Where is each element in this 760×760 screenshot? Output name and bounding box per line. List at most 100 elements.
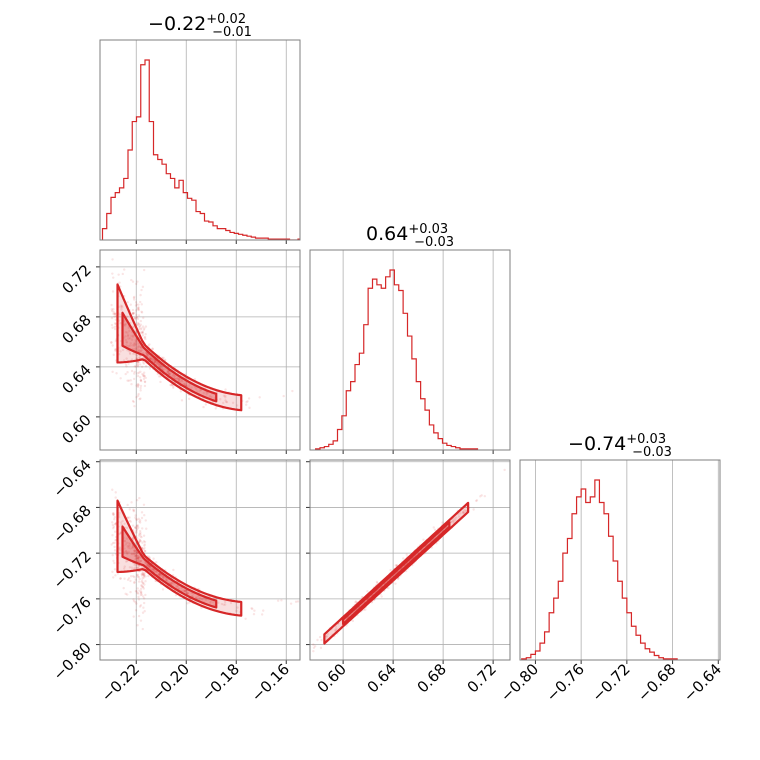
scatter-point [137,556,140,559]
density-contour [121,311,218,403]
scatter-point [157,363,160,366]
scatter-point [135,303,138,306]
scatter-point [136,566,139,570]
scatter-point [137,564,141,568]
scatter-point [132,509,136,512]
scatter-point [132,298,136,301]
scatter-point [132,552,136,556]
scatter-point [186,591,189,595]
scatter-point [127,362,130,365]
scatter-point [138,577,141,581]
scatter-point [133,564,136,567]
scatter-point [151,357,155,361]
scatter-point [135,528,139,531]
scatter-point [110,323,114,327]
scatter-point [162,356,165,359]
scatter-point [113,522,117,526]
scatter-point [128,508,131,511]
density-contour [342,521,451,626]
scatter-point [125,341,129,344]
scatter-point [138,376,142,379]
scatter-point [140,311,144,314]
scatter-point [177,587,181,590]
scatter-point [123,318,126,322]
scatter-point [128,351,132,354]
scatter-point [139,300,142,304]
x-tick-label: −0.18 [198,660,243,705]
scatter-point [190,386,193,389]
scatter-point [113,322,117,325]
scatter-point [247,397,251,400]
scatter-point [133,580,136,584]
scatter-point [144,333,147,336]
scatter-point [131,312,135,315]
scatter-point [135,550,138,554]
scatter-point [165,578,169,581]
scatter-point [139,619,143,622]
scatter-point [174,593,178,597]
scatter-point [125,551,129,555]
scatter-point [136,587,139,590]
param-2-title: 0.64+0.03 −0.03 [366,222,454,250]
scatter-point [118,532,122,535]
scatter-point [223,600,227,604]
scatter-point [142,268,146,272]
scatter-point [114,312,117,315]
scatter-point [316,638,319,642]
scatter-point [110,341,113,344]
scatter-point [154,360,158,364]
param-1-minus: −0.01 [212,25,252,40]
scatter-point [144,562,148,565]
panel-frame [99,249,301,451]
scatter-point [142,503,146,506]
scatter-point [135,554,138,558]
scatter-point [186,592,189,595]
scatter-point [113,568,117,571]
scatter-point [153,360,156,364]
scatter-point [110,308,113,311]
scatter-point [137,371,141,374]
scatter-point [134,343,138,346]
scatter-point [402,557,405,560]
scatter-point [221,401,225,405]
scatter-point [132,296,136,300]
scatter-point [205,392,208,396]
scatter-point [119,377,122,380]
scatter-point [146,563,149,567]
scatter-point [229,601,233,605]
scatter-point [139,559,143,563]
scatter-point [137,327,141,331]
scatter-point [129,342,132,345]
scatter-point [159,364,162,367]
scatter-point [138,360,141,364]
scatter-point [296,600,300,603]
scatter-point [132,575,135,578]
scatter-point [125,526,129,530]
scatter-point [158,572,162,576]
scatter-point [139,378,143,382]
scatter-point [120,523,123,526]
scatter-point [174,374,177,378]
scatter-point [141,331,145,335]
scatter-point [172,386,175,389]
scatter-point [143,540,147,544]
scatter-point [136,317,140,321]
panel-r1-c1 [309,249,511,454]
scatter-point [120,308,123,311]
scatter-point [130,547,134,550]
scatter-point [135,518,139,521]
scatter-point [113,312,116,316]
scatter-point [335,627,338,631]
scatter-point [149,357,152,360]
scatter-point [141,576,144,580]
scatter-point [157,363,160,367]
scatter-point [132,334,135,337]
scatter-point [144,561,147,564]
scatter-point [134,609,138,612]
scatter-point [131,344,134,347]
scatter-point [134,600,137,604]
scatter-point [121,306,124,309]
scatter-point [137,614,141,618]
scatter-point [139,323,143,326]
scatter-point [195,390,199,393]
